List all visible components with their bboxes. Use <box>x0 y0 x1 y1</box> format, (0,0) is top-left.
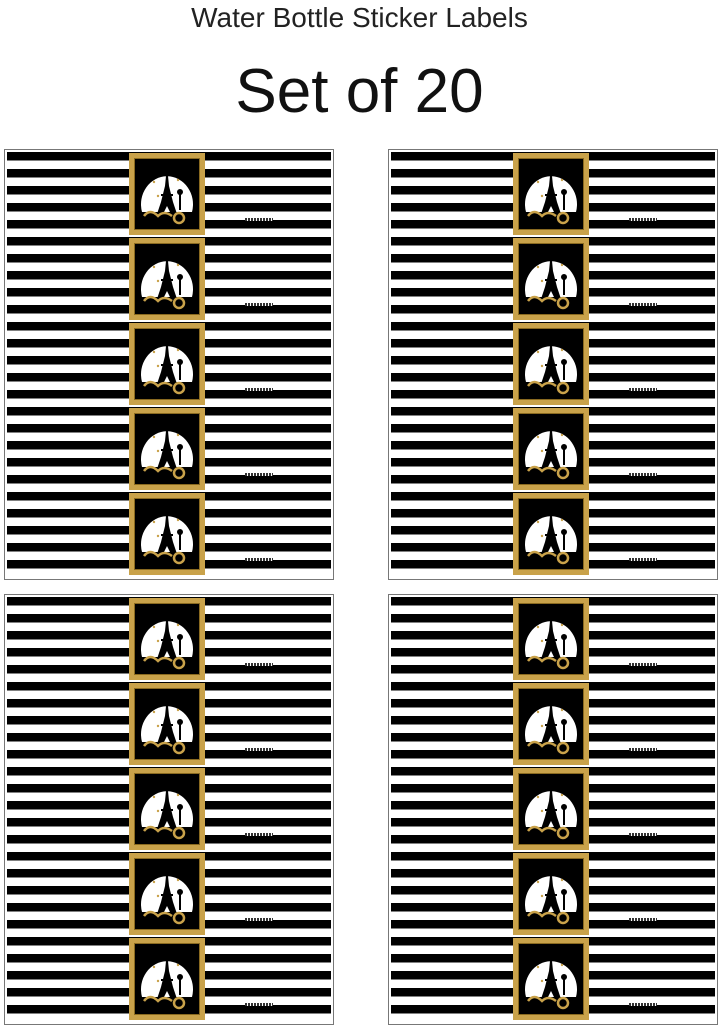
eiffel-tower-moon-icon <box>129 768 205 850</box>
eiffel-tower-moon-icon <box>129 598 205 680</box>
bottle-label <box>7 767 331 852</box>
fine-print <box>245 388 273 391</box>
eiffel-tower-moon-icon <box>129 853 205 935</box>
eiffel-tower-moon-icon <box>513 493 589 575</box>
bottle-label <box>391 937 715 1022</box>
eiffel-tower-moon-icon <box>513 853 589 935</box>
eiffel-tower-moon-icon <box>513 938 589 1020</box>
eiffel-tower-moon-icon <box>513 238 589 320</box>
bottle-label <box>7 237 331 322</box>
eiffel-tower-moon-icon <box>513 598 589 680</box>
eiffel-tower-moon-icon <box>513 683 589 765</box>
label-sheet <box>4 149 334 580</box>
label-sheet <box>4 594 334 1025</box>
fine-print <box>629 388 657 391</box>
fine-print <box>245 1003 273 1006</box>
eiffel-tower-moon-icon <box>129 683 205 765</box>
bottle-label <box>391 682 715 767</box>
bottle-label <box>391 767 715 852</box>
eiffel-tower-moon-icon <box>129 493 205 575</box>
bottle-label <box>391 852 715 937</box>
bottle-label <box>7 152 331 237</box>
bottle-label <box>391 152 715 237</box>
bottle-label <box>391 597 715 682</box>
eiffel-tower-moon-icon <box>513 153 589 235</box>
title: Set of 20 <box>235 57 484 126</box>
fine-print <box>629 473 657 476</box>
eiffel-tower-moon-icon <box>513 768 589 850</box>
eiffel-tower-moon-icon <box>129 323 205 405</box>
fine-print <box>245 833 273 836</box>
fine-print <box>245 748 273 751</box>
fine-print <box>245 918 273 921</box>
label-sheet <box>388 149 718 580</box>
fine-print <box>629 748 657 751</box>
bottle-label <box>391 492 715 577</box>
eiffel-tower-moon-icon <box>513 408 589 490</box>
fine-print <box>245 218 273 221</box>
fine-print <box>245 663 273 666</box>
eiffel-tower-moon-icon <box>513 323 589 405</box>
label-sheet <box>388 594 718 1025</box>
fine-print <box>629 918 657 921</box>
fine-print <box>629 558 657 561</box>
eiffel-tower-moon-icon <box>129 238 205 320</box>
fine-print <box>245 558 273 561</box>
fine-print <box>629 833 657 836</box>
fine-print <box>629 218 657 221</box>
bottle-label <box>391 322 715 407</box>
bottle-label <box>7 682 331 767</box>
bottle-label <box>391 407 715 492</box>
fine-print <box>629 663 657 666</box>
fine-print <box>629 1003 657 1006</box>
bottle-label <box>7 322 331 407</box>
bottle-label <box>391 237 715 322</box>
eiffel-tower-moon-icon <box>129 938 205 1020</box>
subtitle: Water Bottle Sticker Labels <box>191 2 528 33</box>
fine-print <box>245 473 273 476</box>
eiffel-tower-moon-icon <box>129 408 205 490</box>
bottle-label <box>7 852 331 937</box>
bottle-label <box>7 597 331 682</box>
bottle-label <box>7 492 331 577</box>
eiffel-tower-moon-icon <box>129 153 205 235</box>
bottle-label <box>7 937 331 1022</box>
fine-print <box>629 303 657 306</box>
bottle-label <box>7 407 331 492</box>
fine-print <box>245 303 273 306</box>
